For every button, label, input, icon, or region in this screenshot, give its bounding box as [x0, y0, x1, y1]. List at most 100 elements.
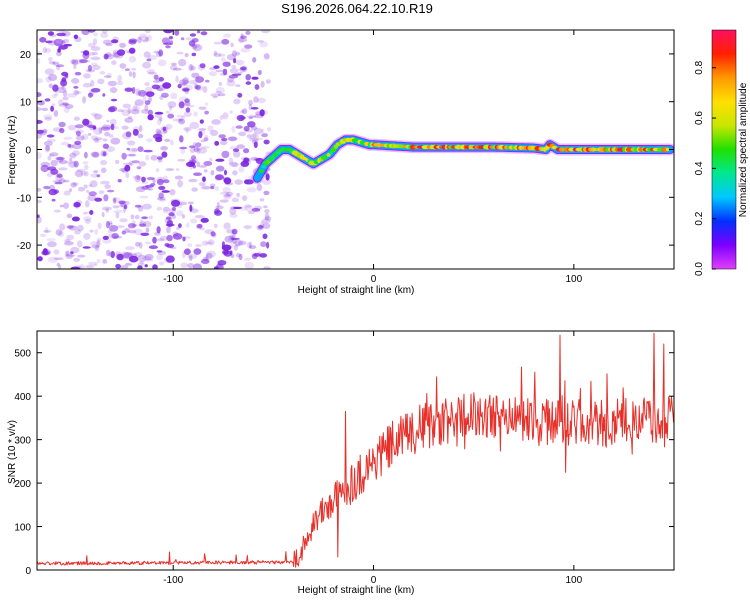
noise-blob: [90, 241, 100, 246]
noise-blob: [263, 190, 270, 196]
noise-blob: [185, 84, 193, 91]
snr-xtick-label: 100: [565, 575, 582, 586]
noise-blob: [89, 180, 98, 188]
noise-blob: [188, 64, 195, 72]
noise-blob: [130, 214, 135, 220]
noise-blob: [260, 221, 265, 229]
noise-blob: [267, 127, 271, 132]
noise-blob: [56, 86, 67, 94]
noise-blob: [228, 74, 239, 79]
noise-blob: [84, 164, 89, 171]
noise-blob: [179, 79, 189, 85]
noise-blob: [229, 235, 233, 239]
noise-blob: [222, 68, 228, 76]
noise-blob: [261, 133, 268, 138]
noise-blob: [245, 30, 251, 35]
noise-blob: [158, 185, 166, 191]
noise-blob: [183, 127, 192, 132]
noise-blob: [161, 151, 168, 158]
noise-blob: [175, 75, 179, 83]
noise-blob: [116, 225, 125, 229]
noise-blob: [37, 99, 45, 106]
noise-blob: [55, 156, 65, 161]
noise-blob: [192, 164, 196, 169]
noise-blob: [93, 263, 98, 267]
noise-blob: [53, 209, 62, 213]
noise-blob: [137, 265, 143, 269]
noise-blob: [233, 206, 243, 210]
noise-blob: [232, 170, 238, 176]
noise-blob: [144, 258, 154, 262]
noise-blob: [189, 33, 197, 37]
noise-blob: [163, 30, 173, 34]
noise-blob: [139, 218, 144, 225]
noise-blob: [174, 30, 180, 36]
noise-blob: [87, 194, 97, 202]
noise-blob: [44, 116, 52, 121]
noise-blob: [81, 30, 90, 36]
noise-blob: [142, 94, 147, 102]
noise-blob: [154, 111, 164, 115]
noise-blob: [155, 168, 160, 173]
noise-blob: [193, 172, 202, 176]
noise-blob: [222, 61, 231, 67]
noise-blob: [205, 241, 213, 245]
noise-blob: [82, 246, 91, 249]
noise-blob: [154, 231, 161, 236]
noise-blob: [111, 39, 119, 44]
noise-blob: [48, 73, 58, 82]
noise-blob: [37, 216, 42, 224]
noise-blob: [121, 49, 132, 53]
noise-blob: [228, 157, 234, 165]
noise-blob: [90, 112, 98, 117]
noise-blob: [64, 241, 74, 246]
noise-blob: [121, 125, 129, 130]
noise-blob: [69, 157, 73, 162]
colorbar-ticks: 0.0 0.2 0.4 0.6 0.8: [694, 60, 716, 276]
noise-blob: [44, 48, 52, 53]
noise-blob: [104, 184, 111, 190]
noise-blob: [71, 216, 80, 222]
snr-ylabel: SNR (10 * v/v): [7, 420, 18, 484]
noise-blob: [90, 56, 101, 61]
noise-blob: [100, 153, 109, 157]
noise-blob: [53, 38, 64, 46]
noise-blob: [121, 230, 127, 235]
noise-blob: [90, 62, 98, 67]
noise-blob: [100, 126, 111, 131]
noise-blob: [101, 30, 108, 34]
noise-blob: [156, 87, 163, 91]
noise-blob: [188, 178, 198, 183]
noise-blob: [244, 129, 253, 133]
noise-blob: [231, 64, 237, 69]
noise-blob: [175, 168, 180, 171]
noise-blob: [102, 259, 108, 264]
noise-blob: [54, 257, 64, 261]
noise-blob: [196, 161, 201, 168]
noise-blob: [94, 140, 100, 143]
noise-blob: [75, 91, 82, 94]
noise-blob: [189, 162, 194, 170]
noise-blob: [238, 165, 245, 173]
noise-blob: [47, 256, 58, 263]
noise-blob: [148, 188, 154, 191]
snr-frame: [36, 330, 675, 571]
noise-blob: [196, 147, 201, 154]
noise-blob: [57, 48, 61, 53]
noise-blob: [85, 69, 96, 73]
snr-xtick-label: 0: [371, 575, 377, 586]
noise-blob: [233, 98, 241, 105]
noise-blob: [263, 139, 270, 145]
noise-blob: [132, 128, 139, 136]
noise-blob: [53, 110, 59, 117]
noise-blob: [207, 125, 214, 132]
noise-blob: [237, 92, 243, 98]
noise-blob: [189, 121, 200, 130]
noise-blob: [119, 63, 127, 69]
noise-blob: [224, 169, 227, 176]
noise-blob: [155, 77, 160, 83]
noise-blob: [178, 96, 189, 102]
noise-blob: [40, 233, 47, 238]
noise-blob: [146, 69, 155, 74]
noise-blob: [75, 130, 81, 137]
